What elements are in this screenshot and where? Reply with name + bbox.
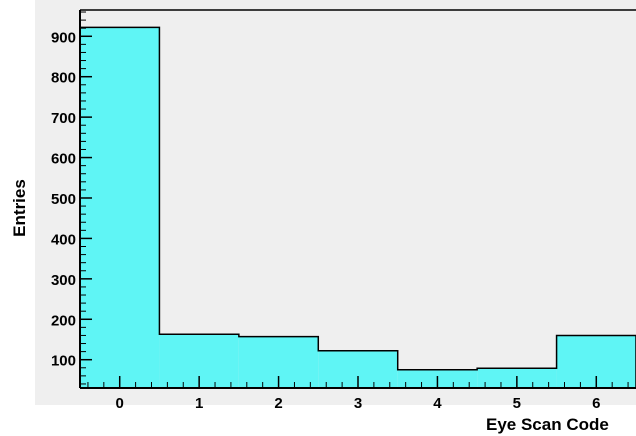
xlabel-box: [478, 408, 636, 436]
y-axis-label: Entries: [10, 179, 29, 237]
x-tick-label: 6: [592, 395, 600, 412]
x-axis-label: Eye Scan Code: [486, 415, 609, 434]
y-tick-label: 100: [51, 353, 76, 370]
bin-bar-0: [80, 27, 160, 388]
y-tick-label: 300: [51, 272, 76, 289]
x-tick-label: 2: [274, 395, 282, 412]
y-axis: 100 200 300 400 500 600 700 800 900: [51, 9, 636, 388]
x-tick-label: 4: [433, 395, 442, 412]
y-tick-label: 500: [51, 191, 76, 208]
y-tick-label: 200: [51, 312, 76, 329]
plot-area-background: [80, 10, 636, 388]
x-tick-label: 1: [195, 395, 203, 412]
x-tick-label: 3: [354, 395, 362, 412]
y-tick-label: 400: [51, 231, 76, 248]
y-tick-label: 800: [51, 70, 76, 87]
x-tick-label: 5: [513, 395, 521, 412]
y-tick-label: 600: [51, 151, 76, 168]
y-tick-label: 900: [51, 29, 76, 46]
x-axis: 0 1 2 3 4 5 6: [80, 376, 636, 412]
x-tick-label: 0: [116, 395, 124, 412]
y-tick-label: 700: [51, 110, 76, 127]
histogram-outline: [79, 26, 636, 388]
